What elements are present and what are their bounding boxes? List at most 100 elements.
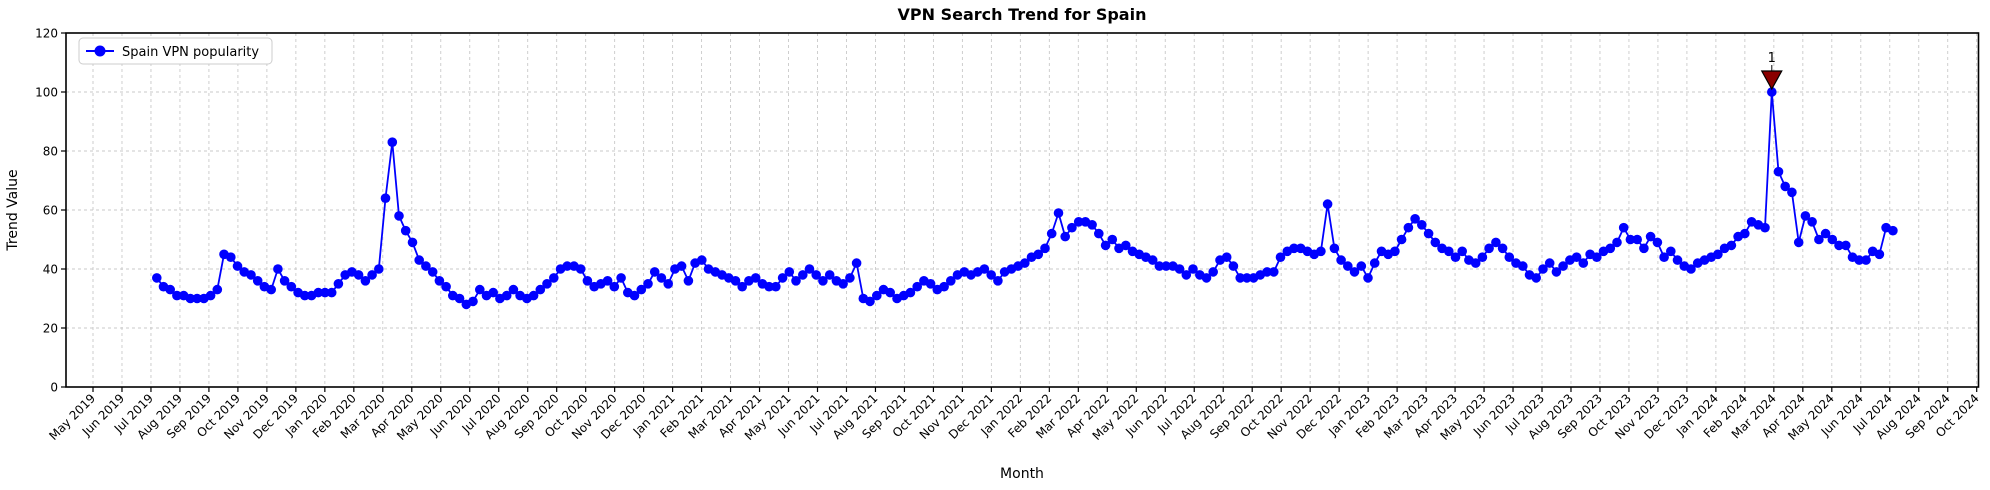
data-point-marker [475,284,485,295]
data-point-marker [172,290,182,301]
data-point-marker [824,270,835,280]
data-point-marker [1666,246,1676,257]
data-point-marker [1363,273,1373,283]
data-point-marker [771,281,781,292]
data-point-marker [1504,252,1515,262]
data-point-marker [764,281,774,292]
data-point-marker [1161,261,1171,271]
data-point-marker [407,237,418,248]
axis-ticks [61,32,1978,392]
data-point-marker [1208,267,1218,277]
data-point-marker [1316,246,1326,257]
data-point-marker [1578,258,1589,268]
data-point-marker [1571,252,1582,262]
data-point-marker [508,284,519,295]
peak-annotation: 1 [1760,51,1783,91]
data-point-marker [1793,237,1804,248]
legend-marker-icon [94,45,106,57]
data-point-marker [1800,211,1811,221]
data-point-marker [582,276,593,286]
data-point-marker [905,287,916,298]
data-point-marker [784,267,795,277]
data-point-marker [279,276,290,286]
data-point-marker [1107,234,1118,245]
data-point-marker [212,284,223,295]
data-point-marker [1322,199,1333,209]
data-point-marker [549,273,559,283]
data-point-marker [387,137,398,147]
data-point-marker [1618,222,1629,233]
data-point-marker [252,276,263,286]
data-point-marker [1423,228,1434,239]
data-point-marker [629,290,640,301]
data-point-marker [1396,234,1407,245]
data-point-marker [1100,240,1111,251]
data-point-marker [851,258,862,268]
legend-box [78,37,273,65]
data-point-marker [374,264,384,274]
data-point-marker [676,261,687,271]
data-point-marker [501,290,512,301]
data-point-marker [1417,220,1427,230]
data-point-marker [1814,234,1824,245]
data-point-marker [1450,252,1461,262]
data-point-marker [1087,220,1097,230]
data-point-marker [542,279,552,289]
data-point-marker [1390,246,1400,257]
data-point-marker [798,270,808,280]
data-point-marker [1174,264,1185,274]
data-point-marker [1343,261,1353,271]
data-point-marker [1040,243,1050,254]
data-point-marker [1773,166,1784,177]
data-point-marker [575,264,586,274]
data-point-marker [885,287,895,298]
data-point-marker [1430,237,1441,248]
y-tick-label: 80 [43,145,58,159]
y-axis-label: Trend Value [5,169,21,251]
data-point-marker [643,279,653,289]
data-point-marker [1551,267,1562,277]
data-point-marker [1369,258,1380,268]
plot-border [65,32,1980,388]
data-point-marker [273,264,283,274]
data-point-marker [192,293,202,304]
data-point-marker [1807,217,1817,227]
data-point-marker [1121,240,1131,251]
data-point-marker [818,276,828,286]
data-point-marker [912,281,922,292]
data-point-marker [1639,243,1649,254]
data-point-marker [380,193,391,203]
data-point-marker [1329,243,1340,254]
data-point-marker [1154,261,1165,271]
data-point-marker [1713,249,1723,260]
data-point-marker [986,270,996,280]
data-point-marker [246,270,256,280]
data-point-marker [1336,255,1346,265]
data-point-marker [400,225,411,236]
data-point-marker [1349,267,1360,277]
grid-lines [66,33,1979,387]
data-point-marker [979,264,990,274]
data-point-marker [1531,273,1541,283]
y-tick-label: 60 [43,204,58,218]
data-point-marker [454,293,465,304]
data-point-marker [226,252,236,262]
data-point-marker [1477,252,1488,262]
data-point-marker [1820,228,1831,239]
data-point-marker [1289,243,1299,254]
data-point-marker [441,281,451,292]
data-point-marker [939,281,949,292]
data-point-marker [333,279,344,289]
data-point-marker [1632,234,1642,245]
data-point-marker [414,255,425,265]
data-point-marker [313,287,324,298]
data-point-marker [1403,222,1414,233]
data-point-marker [845,273,855,283]
data-point-marker [1538,264,1548,274]
data-point-marker [1518,261,1528,271]
data-point-marker [811,270,821,280]
legend: Spain VPN popularity [78,37,273,65]
y-tick-label: 0 [50,381,58,395]
